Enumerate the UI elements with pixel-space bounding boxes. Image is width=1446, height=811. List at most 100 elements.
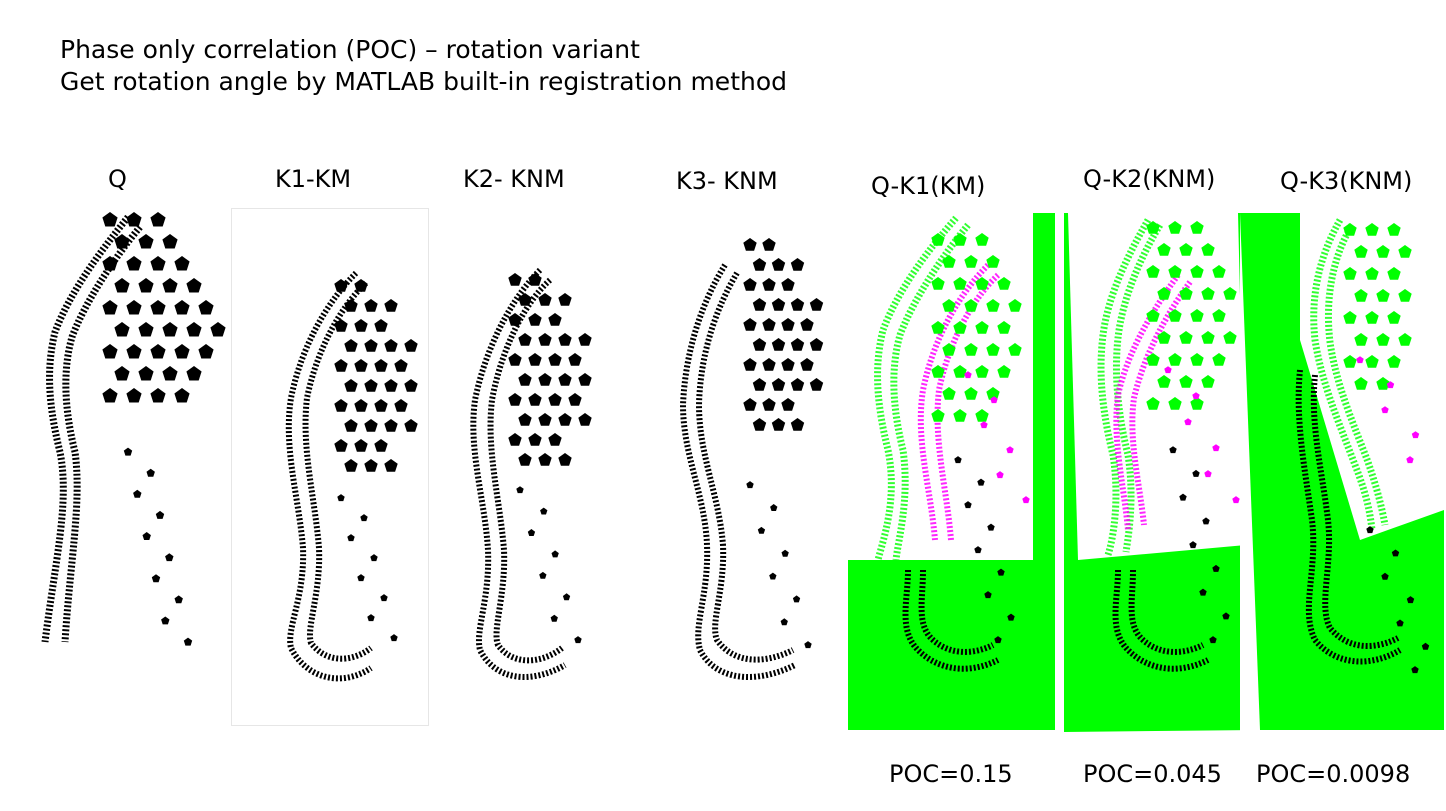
tread-dot (1146, 309, 1160, 322)
tread-dot (1201, 375, 1215, 388)
tread-dot (1199, 588, 1207, 596)
tread-dot (558, 373, 572, 386)
tread-dot (790, 338, 805, 351)
tread-dot (138, 322, 154, 337)
tread-dot (804, 641, 812, 649)
tread-dot (102, 344, 118, 359)
tread-dot (1201, 243, 1215, 256)
tread-dot (1190, 309, 1204, 322)
tread-dot (1365, 311, 1379, 324)
tread-dot (974, 546, 982, 554)
tread-dot (528, 393, 542, 406)
tread-dot (114, 234, 130, 249)
tread-dot (210, 322, 226, 337)
tread-dot (133, 489, 142, 498)
tread-dot (757, 526, 766, 534)
tread-dot (1168, 309, 1182, 322)
tread-dot (1189, 541, 1197, 549)
tread-dot (161, 616, 170, 625)
tread-dot (550, 614, 558, 622)
tread-dot (752, 378, 767, 391)
tread-dot (780, 618, 788, 626)
tread-dot (1157, 287, 1171, 300)
tread-dot (578, 413, 592, 426)
tread-dot (508, 353, 522, 366)
tread-dot (198, 300, 214, 315)
tread-dot (762, 318, 776, 331)
tread-dot (538, 453, 552, 466)
tread-dot (334, 279, 348, 292)
tread-dot (508, 273, 522, 286)
tread-dot (990, 396, 998, 404)
tread-dot (354, 399, 368, 412)
poc-value-q-k1: POC=0.15 (889, 760, 1013, 788)
tread-dot (380, 594, 388, 602)
tread-dot (142, 532, 151, 540)
tread-dot (548, 313, 562, 326)
tread-dot (997, 321, 1011, 334)
tread-dot (987, 523, 995, 531)
title-line-2: Get rotation angle by MATLAB built-in re… (60, 67, 788, 96)
tread-dot (931, 233, 945, 246)
tread-dot (1387, 267, 1401, 280)
tread-dot (771, 298, 786, 311)
tread-dot (771, 378, 786, 391)
tread-dot (516, 486, 524, 494)
tread-dot (174, 256, 190, 271)
tread-dot (942, 387, 956, 400)
tread-dot (548, 433, 562, 446)
tread-dot (762, 358, 776, 371)
tread-dot (964, 299, 978, 312)
tread-dot (364, 299, 378, 312)
tread-dot (1157, 243, 1171, 256)
tread-dot (384, 459, 398, 472)
tread-dot (1365, 355, 1379, 368)
shoeprint-k2-image (440, 250, 640, 710)
tread-dot (548, 393, 562, 406)
tread-dot (1201, 331, 1215, 344)
tread-dot (558, 293, 572, 306)
tread-dot (1179, 243, 1193, 256)
tread-dot (1223, 331, 1237, 344)
tread-dot (762, 238, 776, 251)
tread-dot (1190, 397, 1204, 410)
tread-dot (1396, 619, 1404, 627)
tread-dot (1157, 375, 1171, 388)
tread-dot (150, 212, 166, 227)
tread-dot (781, 318, 795, 331)
tread-dot (162, 322, 178, 337)
tread-dot (986, 255, 1000, 268)
tread-dot (1190, 221, 1204, 234)
tread-dot (155, 510, 165, 519)
shoeprint-q-image (10, 212, 230, 652)
tread-dot (334, 359, 348, 372)
tread-dot (1022, 496, 1030, 504)
tread-dot (102, 300, 118, 315)
tread-dot (1168, 221, 1182, 234)
tread-dot (337, 494, 345, 502)
tread-dot (1376, 377, 1390, 390)
tread-dot (1343, 267, 1357, 280)
tread-dot (1204, 470, 1212, 478)
tread-dot (540, 507, 548, 515)
tread-dot (1343, 311, 1357, 324)
tread-dot (568, 353, 582, 366)
tread-dot (390, 634, 398, 642)
tread-dot (508, 433, 522, 446)
tread-dot (953, 321, 967, 334)
tread-dot (518, 373, 532, 386)
tread-dot (384, 419, 398, 432)
tread-dot (364, 419, 378, 432)
tread-dot (404, 339, 418, 352)
tread-dot (975, 365, 989, 378)
tread-dot (357, 574, 365, 582)
tread-dot (1386, 381, 1395, 389)
tread-dot (404, 419, 418, 432)
tread-dot (964, 255, 978, 268)
tread-dot (527, 529, 536, 536)
tread-dot (334, 399, 348, 412)
tread-dot (404, 379, 418, 392)
tread-dot (123, 447, 133, 456)
tread-dot (344, 459, 358, 472)
tread-dot (1007, 613, 1015, 621)
